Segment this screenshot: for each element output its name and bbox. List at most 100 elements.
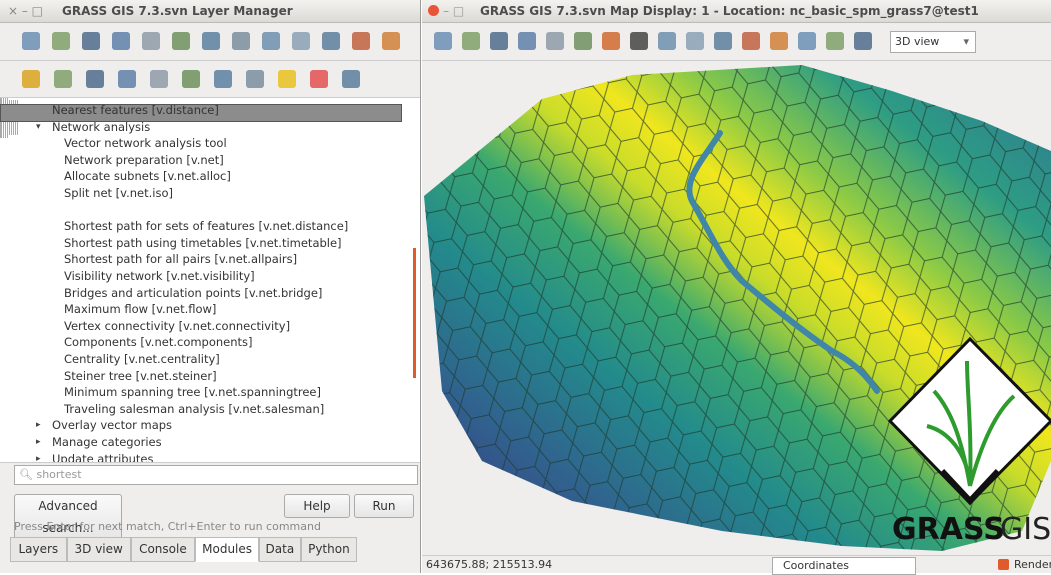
tool-button[interactable] — [434, 32, 452, 50]
close-button[interactable] — [428, 5, 439, 16]
tool-button[interactable] — [686, 32, 704, 50]
tool-button[interactable] — [798, 32, 816, 50]
search-box[interactable]: 🔍︎ shortest — [14, 465, 418, 485]
coord-select[interactable]: Coordinates — [772, 557, 916, 575]
tool-button[interactable] — [742, 32, 760, 50]
tool-button[interactable] — [22, 32, 40, 50]
tree-line — [0, 128, 18, 129]
window-controls[interactable]: × – □ — [8, 4, 44, 18]
tool-button[interactable] — [462, 32, 480, 50]
tool-button[interactable] — [246, 70, 264, 88]
tool-button[interactable] — [86, 70, 104, 88]
tool-button[interactable] — [518, 32, 536, 50]
tree-item[interactable]: Minimum spanning tree [v.net.spanningtre… — [64, 385, 321, 400]
tool-button[interactable] — [292, 32, 310, 50]
grass-logo: GRASS GIS — [887, 336, 1051, 547]
tree-line — [0, 102, 18, 103]
tool-button[interactable] — [278, 70, 296, 88]
tree-item[interactable]: Overlay vector maps — [52, 418, 173, 433]
tool-button[interactable] — [142, 32, 160, 50]
view-select-text: 3D view — [895, 35, 940, 48]
tab[interactable]: Data — [259, 537, 301, 562]
tool-button[interactable] — [770, 32, 788, 50]
tree-item[interactable]: Shortest path for all pairs [v.net.allpa… — [64, 252, 298, 267]
tool-button[interactable] — [118, 70, 136, 88]
tab[interactable]: Console — [130, 537, 195, 562]
tree-line — [0, 125, 18, 126]
tool-button[interactable] — [658, 32, 676, 50]
tool-button[interactable] — [214, 70, 232, 88]
tree-item[interactable]: Bridges and articulation points [v.net.b… — [64, 285, 323, 300]
tool-button[interactable] — [602, 32, 620, 50]
tree-item[interactable]: Maximum flow [v.net.flow] — [64, 302, 217, 317]
tool-button[interactable] — [202, 32, 220, 50]
logo-word: GIS — [1000, 512, 1051, 547]
tool-button[interactable] — [714, 32, 732, 50]
tool-button[interactable] — [150, 70, 168, 88]
tree-item[interactable]: Network preparation [v.net] — [64, 152, 224, 167]
status-text: Press Enter for next match, Ctrl+Enter t… — [14, 520, 321, 533]
tree-item[interactable]: Traveling salesman analysis [v.net.sales… — [64, 401, 325, 416]
advanced-search-button[interactable]: Advanced search... — [14, 494, 122, 540]
expander[interactable]: ▸ — [36, 453, 41, 463]
tool-button[interactable] — [342, 70, 360, 88]
tab[interactable]: Python — [300, 537, 358, 562]
tool-button[interactable] — [182, 70, 200, 88]
tool-button[interactable] — [322, 32, 340, 50]
tree-item[interactable]: Split net [v.net.iso] — [64, 186, 173, 200]
tab[interactable]: 3D view — [66, 537, 131, 562]
expander[interactable]: ▸ — [36, 437, 41, 447]
tree-item[interactable]: Shortest path using timetables [v.net.ti… — [64, 235, 342, 250]
run-button[interactable]: Run — [354, 494, 414, 518]
tool-button[interactable] — [352, 32, 370, 50]
tool-button[interactable] — [82, 32, 100, 50]
hex-grid — [424, 65, 1051, 551]
tree-line — [0, 134, 18, 135]
tool-button[interactable] — [112, 32, 130, 50]
tree-item[interactable]: Nearest features [v.distance] — [52, 103, 219, 117]
view-select[interactable]: 3D view ▾ — [890, 31, 976, 53]
tree-item[interactable]: Network analysis — [52, 119, 151, 134]
window-controls[interactable]: – □ — [443, 4, 465, 18]
tool-button[interactable] — [490, 32, 508, 50]
tool-button[interactable] — [172, 32, 190, 50]
tool-button[interactable] — [854, 32, 872, 50]
tool-button[interactable] — [546, 32, 564, 50]
render-label: Render — [1014, 558, 1051, 571]
tool-button[interactable] — [54, 70, 72, 88]
tool-button[interactable] — [310, 70, 328, 88]
tree-line — [0, 98, 8, 99]
tab-bar: Layers 3D view Console Modules Data Python — [10, 537, 420, 562]
tool-button[interactable] — [22, 70, 40, 88]
tree-item[interactable]: Shortest path for sets of features [v.ne… — [64, 219, 349, 234]
tree-item[interactable]: Vertex connectivity [v.net.connectivity] — [64, 318, 291, 333]
tree-line — [0, 127, 18, 128]
tree-item[interactable]: Update attributes — [52, 451, 154, 463]
tool-button[interactable] — [382, 32, 400, 50]
tool-button[interactable] — [826, 32, 844, 50]
tree-item[interactable]: Manage categories — [52, 435, 162, 449]
tree-item[interactable]: Centrality [v.net.centrality] — [64, 352, 220, 366]
layer-manager: × – □ GRASS GIS 7.3.svn Layer Manager Ne… — [0, 0, 421, 573]
tree-line — [0, 135, 8, 136]
tool-button[interactable] — [52, 32, 70, 50]
scrollbar[interactable] — [413, 248, 416, 378]
tab[interactable]: Modules — [195, 537, 260, 562]
tree-item[interactable]: Visibility network [v.net.visibility] — [64, 269, 255, 283]
tree-item[interactable]: Steiner tree [v.net.steiner] — [64, 368, 217, 383]
tree-item[interactable]: Shortest path [v.net.path] — [64, 202, 214, 217]
render-checkbox[interactable] — [998, 559, 1009, 570]
logo-word: GRASS — [892, 512, 1005, 547]
tool-button[interactable] — [232, 32, 250, 50]
tree-item[interactable]: Vector network analysis tool — [64, 136, 227, 151]
tool-button[interactable] — [262, 32, 280, 50]
tool-button[interactable] — [630, 32, 648, 50]
help-button[interactable]: Help — [284, 494, 350, 518]
tab[interactable]: Layers — [10, 537, 67, 562]
tree-item[interactable]: Allocate subnets [v.net.alloc] — [64, 169, 231, 184]
tree-item[interactable]: Components [v.net.components] — [64, 335, 253, 350]
expander[interactable]: ▾ — [36, 121, 41, 132]
tree-line — [0, 124, 18, 125]
tool-button[interactable] — [574, 32, 592, 50]
expander[interactable]: ▸ — [36, 420, 41, 431]
